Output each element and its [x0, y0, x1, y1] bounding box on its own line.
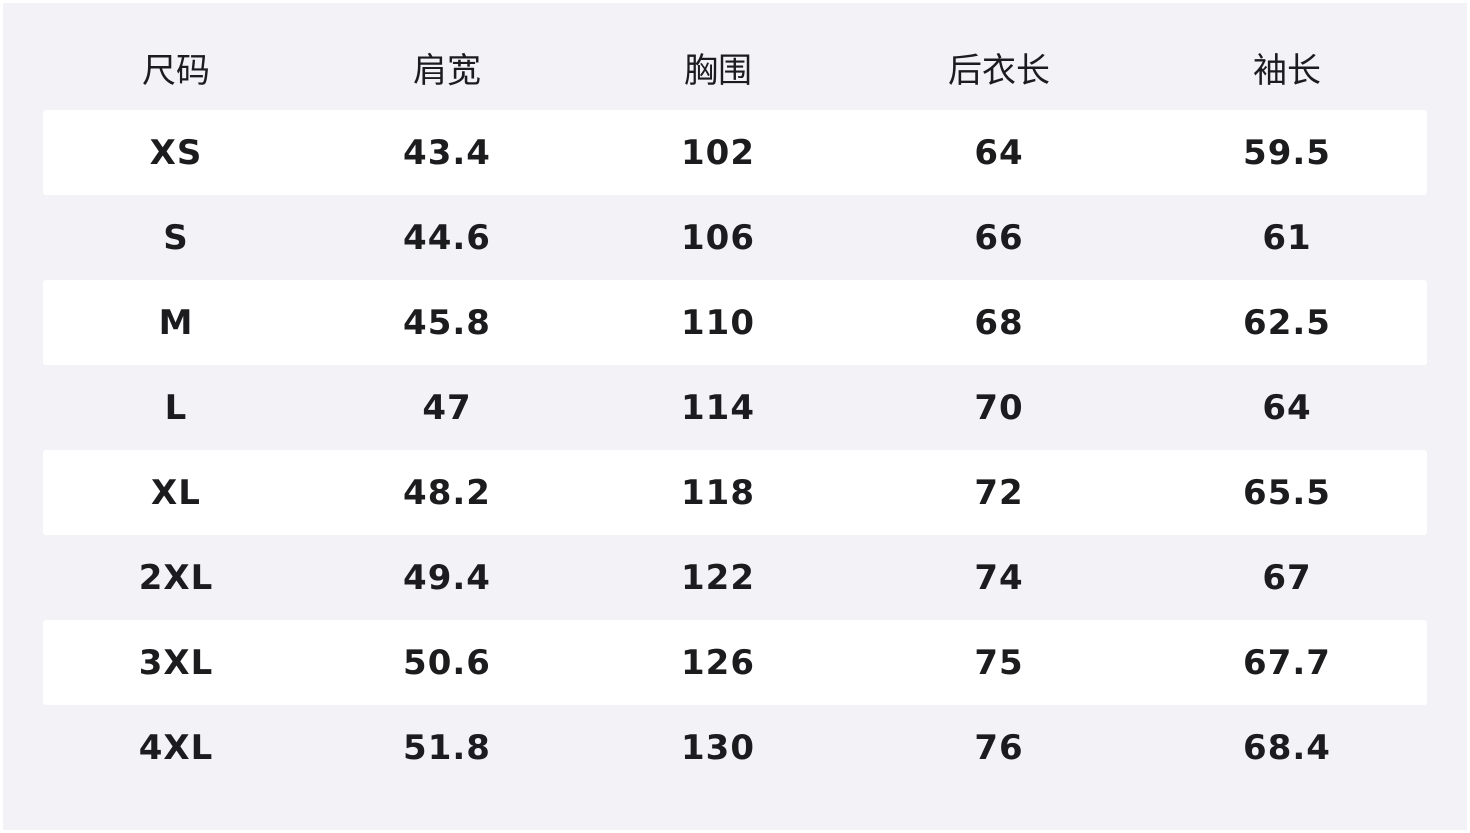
cell-size: S [163, 217, 189, 258]
cell-shoulder-width: 49.4 [403, 557, 491, 598]
cell-shoulder-width: 50.6 [403, 642, 491, 683]
header-chest: 胸围 [684, 51, 752, 91]
cell-back-length: 72 [974, 472, 1024, 513]
table-row: S 44.6 106 66 61 [43, 195, 1427, 280]
cell-chest: 102 [681, 132, 755, 173]
cell-back-length: 70 [974, 387, 1024, 428]
table-row: XS 43.4 102 64 59.5 [43, 110, 1427, 195]
cell-size: XS [149, 132, 203, 173]
cell-sleeve-length: 61 [1262, 217, 1312, 258]
cell-size: M [158, 302, 194, 343]
cell-back-length: 76 [974, 727, 1024, 768]
cell-back-length: 74 [974, 557, 1024, 598]
cell-sleeve-length: 65.5 [1243, 472, 1331, 513]
size-table: 尺码 肩宽 胸围 后衣长 袖长 XS 43.4 102 64 59.5 S 44.6 106 6… [43, 25, 1427, 790]
header-back-length: 后衣长 [948, 51, 1050, 91]
cell-shoulder-width: 43.4 [403, 132, 491, 173]
cell-chest: 106 [681, 217, 755, 258]
cell-chest: 126 [681, 642, 755, 683]
table-row: L 47 114 70 64 [43, 365, 1427, 450]
cell-shoulder-width: 47 [422, 387, 472, 428]
table-row: XL 48.2 118 72 65.5 [43, 450, 1427, 535]
table-row: M 45.8 110 68 62.5 [43, 280, 1427, 365]
cell-sleeve-length: 67.7 [1243, 642, 1331, 683]
cell-chest: 114 [681, 387, 755, 428]
table-row: 3XL 50.6 126 75 67.7 [43, 620, 1427, 705]
cell-sleeve-length: 64 [1262, 387, 1312, 428]
cell-back-length: 66 [974, 217, 1024, 258]
cell-shoulder-width: 44.6 [403, 217, 491, 258]
table-header: 尺码 肩宽 胸围 后衣长 袖长 [43, 25, 1427, 110]
cell-size: L [164, 387, 188, 428]
cell-size: 3XL [138, 642, 214, 683]
cell-back-length: 64 [974, 132, 1024, 173]
cell-sleeve-length: 62.5 [1243, 302, 1331, 343]
cell-shoulder-width: 51.8 [403, 727, 491, 768]
cell-shoulder-width: 45.8 [403, 302, 491, 343]
header-shoulder-width: 肩宽 [413, 51, 481, 91]
table-row: 2XL 49.4 122 74 67 [43, 535, 1427, 620]
header-sleeve-length: 袖长 [1253, 51, 1321, 91]
cell-chest: 110 [681, 302, 755, 343]
cell-back-length: 68 [974, 302, 1024, 343]
cell-size: 4XL [138, 727, 214, 768]
cell-back-length: 75 [974, 642, 1024, 683]
cell-shoulder-width: 48.2 [403, 472, 491, 513]
cell-chest: 122 [681, 557, 755, 598]
table-row: 4XL 51.8 130 76 68.4 [43, 705, 1427, 790]
cell-chest: 130 [681, 727, 755, 768]
size-chart-panel: 尺码 肩宽 胸围 后衣长 袖长 XS 43.4 102 64 59.5 S 44.6 106 6… [3, 3, 1467, 830]
cell-size: XL [151, 472, 201, 513]
header-size: 尺码 [142, 51, 210, 91]
cell-chest: 118 [681, 472, 755, 513]
cell-size: 2XL [138, 557, 214, 598]
cell-sleeve-length: 59.5 [1243, 132, 1331, 173]
cell-sleeve-length: 67 [1262, 557, 1312, 598]
cell-sleeve-length: 68.4 [1243, 727, 1331, 768]
